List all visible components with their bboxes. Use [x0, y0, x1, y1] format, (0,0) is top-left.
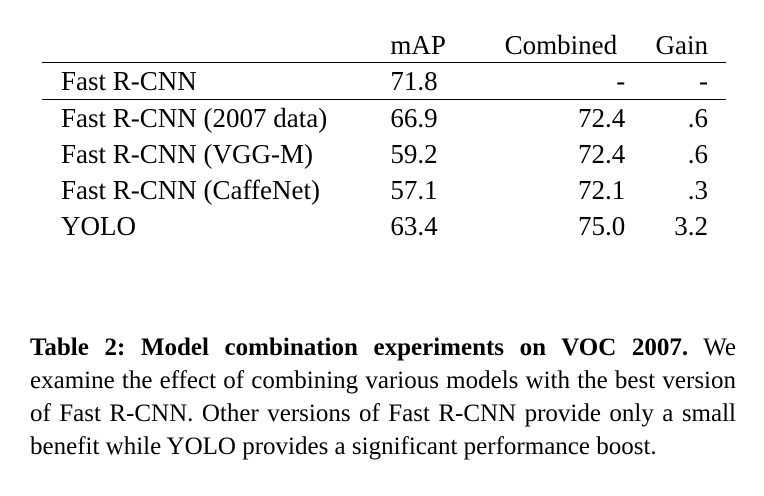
- header-model: [42, 28, 391, 63]
- table-row: Fast R-CNN (VGG-M) 59.2 72.4 .6: [42, 136, 726, 172]
- caption-title: Model combination experiments on VOC 200…: [140, 334, 689, 361]
- cell-gain: .3: [687, 174, 708, 205]
- model-combination-table: mAP Combined Gain Fast R-CNN 71.8 - - Fa…: [42, 28, 726, 244]
- cell-map: 71.8: [390, 62, 481, 100]
- cell-combined: 72.4: [578, 102, 626, 133]
- cell-model: YOLO: [61, 210, 136, 241]
- cell-model: Fast R-CNN (VGG-M): [61, 138, 313, 169]
- header-gain: Gain: [641, 28, 726, 63]
- cell-map: 59.2: [390, 138, 438, 169]
- cell-combined: 72.1: [578, 174, 626, 205]
- table-row: Fast R-CNN (CaffeNet) 57.1 72.1 .3: [42, 172, 726, 208]
- cell-combined: 72.4: [578, 138, 626, 169]
- caption-body: We examine the effect of combining vario…: [30, 334, 736, 460]
- table-row-base: Fast R-CNN 71.8 - -: [42, 62, 726, 100]
- cell-gain: -: [641, 62, 726, 100]
- cell-model: Fast R-CNN (2007 data): [61, 102, 328, 133]
- table-row: Fast R-CNN (2007 data) 66.9 72.4 .6: [42, 100, 726, 137]
- header-combined: Combined: [480, 28, 642, 63]
- results-table-container: mAP Combined Gain Fast R-CNN 71.8 - - Fa…: [42, 28, 726, 244]
- header-map: mAP: [390, 28, 481, 63]
- cell-combined: 75.0: [578, 210, 626, 241]
- cell-combined: -: [480, 62, 642, 100]
- cell-model: Fast R-CNN: [42, 62, 391, 100]
- table-header-row: mAP Combined Gain: [42, 28, 726, 63]
- cell-map: 57.1: [390, 174, 438, 205]
- cell-gain: .6: [687, 138, 708, 169]
- cell-map: 63.4: [390, 210, 438, 241]
- table-caption: Table 2: Model combination experiments o…: [30, 331, 736, 463]
- table-row: YOLO 63.4 75.0 3.2: [42, 208, 726, 244]
- cell-gain: .6: [687, 102, 708, 133]
- cell-gain: 3.2: [674, 210, 708, 241]
- cell-model: Fast R-CNN (CaffeNet): [61, 174, 320, 205]
- caption-label: Table 2:: [30, 334, 126, 361]
- cell-map: 66.9: [390, 102, 438, 133]
